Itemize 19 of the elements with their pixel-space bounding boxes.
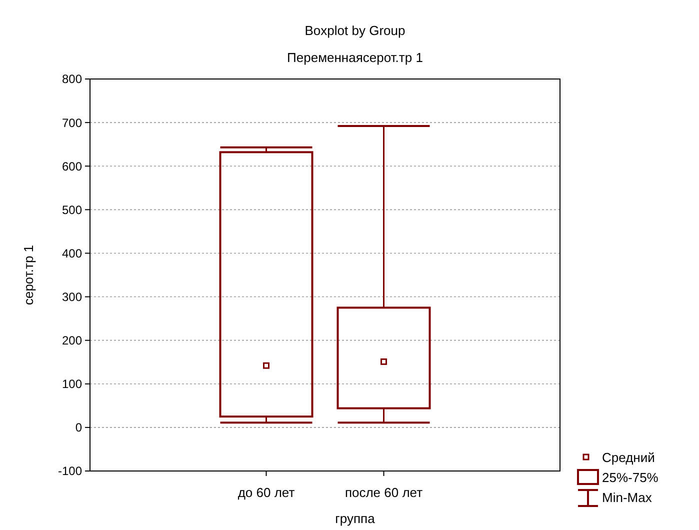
y-tick-label: 100 [62, 377, 82, 392]
y-tick-label: 800 [62, 72, 82, 86]
y-tick-label: 700 [62, 116, 82, 130]
y-tick-label: 500 [62, 202, 82, 217]
x-tick-label: после 60 лет [344, 485, 423, 500]
legend-label: Средний [602, 450, 655, 465]
x-axis-title: группа [335, 511, 376, 526]
y-tick-label: -100 [58, 464, 82, 478]
chart-title: Boxplot by Group [304, 23, 406, 38]
y-tick-label: 400 [62, 246, 82, 260]
text: 25%-75% [602, 470, 659, 485]
x-tick-label: до 60 лет [238, 485, 295, 500]
y-tick-label: 300 [62, 290, 82, 304]
chart-subtitle: Переменнаясерот.тр 1 [287, 50, 423, 65]
y-tick-label: 600 [62, 159, 82, 174]
text: Min-Max [602, 490, 652, 505]
y-axis-title: серот.тр 1 [21, 244, 36, 306]
y-tick-label: 200 [62, 334, 82, 348]
y-tick-label: 0 [75, 420, 82, 435]
